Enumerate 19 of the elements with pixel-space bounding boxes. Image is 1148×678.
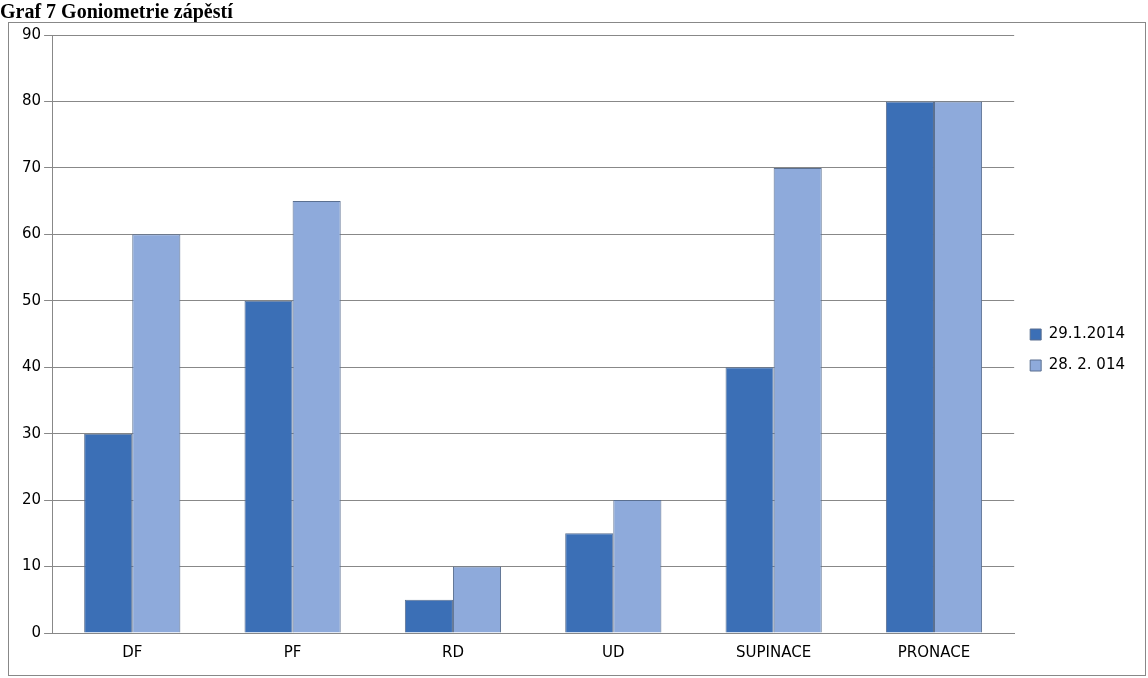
x-tick-label: RD [441,642,464,661]
y-tick-label: 20 [21,490,42,508]
legend-label: 28. 2. 014 [1048,355,1125,374]
y-tick-label: 80 [21,91,42,110]
y-tick-label: 10 [21,556,42,575]
y-tick-label: 90 [21,24,42,43]
y-tick-label: 60 [21,224,42,243]
y-tick-label: 30 [21,423,42,442]
x-tick-label: SUPINACE [736,642,812,661]
x-tick-label: PRONACE [897,642,971,661]
y-tick-label: 40 [21,357,42,376]
x-tick-label: UD [602,642,625,661]
x-tick-label: DF [122,642,143,661]
y-tick-label: 70 [21,157,42,176]
x-tick-label: PF [283,642,302,661]
y-tick-label: 0 [31,622,42,641]
chart-title: Graf 7 Goniometrie zápěstí [0,0,233,23]
legend-label: 29.1.2014 [1048,324,1125,343]
y-tick-label: 50 [21,290,42,309]
